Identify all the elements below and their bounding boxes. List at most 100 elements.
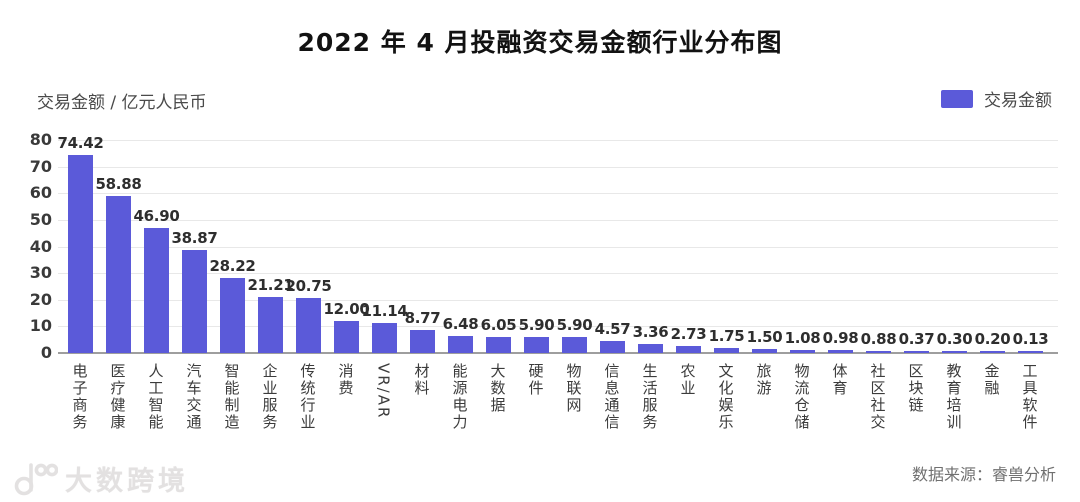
x-category-label: 智能制造	[222, 363, 241, 431]
bar-value-label: 6.05	[480, 315, 517, 334]
bar-value-label: 5.90	[518, 316, 555, 335]
y-axis-tick-label: 10	[29, 316, 52, 336]
bar-value-label: 12.00	[323, 300, 370, 319]
bar[interactable]	[714, 348, 739, 353]
bar[interactable]	[106, 196, 131, 353]
x-category-label: 能源电力	[450, 363, 469, 431]
bar-value-label: 3.36	[632, 323, 669, 342]
x-category-label: 大数据	[488, 363, 507, 414]
x-category-label: 材料	[412, 363, 431, 397]
bar[interactable]	[258, 296, 283, 353]
x-category-label: 人工智能	[146, 363, 165, 431]
bar[interactable]	[486, 336, 511, 353]
chart-title: 2022 年 4 月投融资交易金额行业分布图	[297, 28, 783, 57]
grid-line	[58, 140, 1058, 141]
bar[interactable]	[448, 335, 473, 353]
bar-value-label: 20.75	[285, 276, 332, 295]
bar-value-label: 2.73	[670, 324, 707, 343]
x-category-label: 金融	[982, 363, 1001, 397]
x-category-label: 医疗健康	[108, 363, 127, 431]
y-axis-tick-label: 60	[29, 183, 52, 203]
data-source-label: 数据来源：睿兽分析	[911, 465, 1056, 484]
x-category-label: 汽车交通	[184, 363, 203, 431]
y-axis-tick-label: 20	[29, 289, 52, 309]
bar-value-label: 0.88	[860, 329, 897, 348]
bar[interactable]	[220, 277, 245, 353]
x-category-label: 信息通信	[602, 363, 621, 431]
bar-value-label: 1.08	[784, 329, 821, 348]
y-axis-tick-label: 0	[40, 343, 52, 362]
bar-value-label: 21.21	[247, 275, 294, 294]
x-category-label: 农业	[678, 363, 697, 397]
legend-label: 交易金额	[984, 91, 1052, 111]
watermark: 大数跨境	[14, 459, 189, 498]
x-axis-line	[58, 352, 1058, 354]
bar[interactable]	[866, 350, 891, 353]
bar[interactable]	[372, 323, 397, 353]
bar[interactable]	[410, 329, 435, 353]
bar[interactable]	[828, 350, 853, 353]
bar[interactable]	[942, 351, 967, 353]
bar[interactable]	[676, 345, 701, 353]
x-category-label: 工具软件	[1020, 363, 1039, 431]
x-category-label: 旅游	[754, 363, 773, 397]
bar-value-label: 0.30	[936, 330, 973, 348]
bar[interactable]	[524, 337, 549, 353]
bar-value-label: 46.90	[133, 207, 180, 226]
bar-value-label: 0.20	[974, 330, 1011, 348]
x-category-label: 区块链	[906, 363, 925, 414]
bar[interactable]	[980, 351, 1005, 353]
x-category-label: VR/AR	[374, 363, 393, 420]
bar-value-label: 0.98	[822, 329, 859, 348]
grid-line	[58, 326, 1058, 328]
bar[interactable]	[638, 344, 663, 353]
bar[interactable]	[334, 321, 359, 353]
bar-value-label: 58.88	[95, 175, 142, 194]
x-category-label: 消费	[336, 363, 355, 397]
y-axis-tick-label: 40	[29, 236, 52, 256]
bar-value-label: 1.75	[708, 327, 745, 346]
bar-value-label: 4.57	[594, 319, 631, 338]
watermark-text: 大数跨境	[65, 466, 189, 497]
bar-value-label: 74.42	[57, 133, 104, 152]
x-category-label: 生活服务	[640, 363, 659, 431]
bar-value-label: 38.87	[171, 228, 218, 247]
bar-value-label: 5.90	[556, 316, 593, 335]
x-category-label: 传统行业	[298, 363, 317, 431]
x-category-label: 物联网	[564, 363, 583, 414]
bar[interactable]	[68, 154, 93, 353]
x-category-label: 电子商务	[70, 363, 89, 431]
grid-line	[58, 166, 1058, 168]
grid-line	[58, 193, 1058, 195]
bar[interactable]	[904, 351, 929, 353]
bar[interactable]	[790, 350, 815, 353]
grid-line	[58, 246, 1058, 248]
bar-value-label: 11.14	[361, 302, 408, 321]
bar[interactable]	[296, 297, 321, 353]
dashu-kuajing-logo-icon	[14, 462, 58, 495]
bar-value-label: 0.37	[898, 330, 935, 348]
x-category-label: 文化娱乐	[716, 363, 735, 431]
x-category-label: 硬件	[526, 363, 545, 397]
bar-value-label: 28.22	[209, 256, 256, 275]
bar[interactable]	[600, 340, 625, 353]
y-axis-unit-label: 交易金额 / 亿元人民币	[37, 93, 207, 113]
bar[interactable]	[182, 249, 207, 353]
bar[interactable]	[752, 349, 777, 353]
x-category-label: 体育	[830, 363, 849, 397]
bar-value-label: 8.77	[404, 308, 441, 327]
legend-swatch-icon	[941, 89, 973, 108]
x-category-label: 企业服务	[260, 363, 279, 431]
bar-value-label: 1.50	[746, 328, 783, 346]
grid-line	[58, 219, 1058, 221]
grid-line	[58, 273, 1058, 275]
bar-value-label: 0.13	[1012, 330, 1049, 348]
bar[interactable]	[144, 228, 169, 353]
legend-item[interactable]: 交易金额	[941, 86, 1052, 111]
bar[interactable]	[562, 337, 587, 353]
bar[interactable]	[1018, 351, 1043, 353]
x-category-label: 教育培训	[944, 363, 963, 431]
y-axis-tick-label: 50	[29, 209, 52, 229]
x-category-label: 社区社交	[868, 363, 887, 431]
bar-value-label: 6.48	[442, 314, 479, 333]
